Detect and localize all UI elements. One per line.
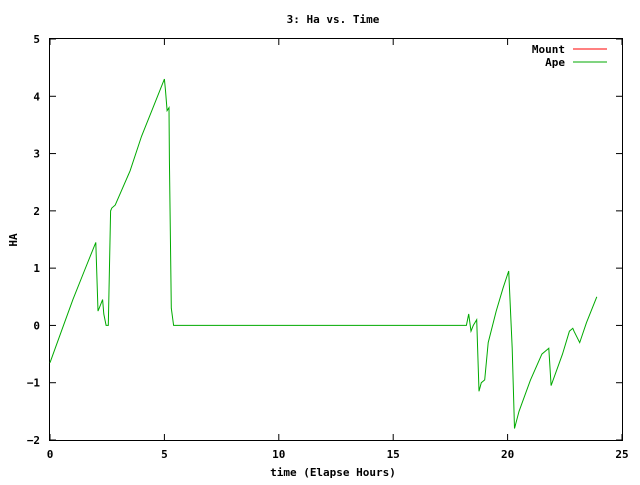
x-tick-label: 15 (387, 448, 400, 461)
legend-label: Mount (532, 43, 565, 56)
chart-title: 3: Ha vs. Time (287, 13, 380, 26)
y-axis-ticks: −2 −1 0 1 2 3 4 5 (27, 33, 622, 447)
x-tick-label: 0 (47, 448, 54, 461)
y-tick-label: 3 (33, 148, 40, 161)
plot-frame (49, 38, 623, 441)
x-axis-ticks: 0 5 10 15 20 25 (47, 39, 629, 461)
y-tick-label: 4 (33, 90, 40, 103)
y-axis-label: HA (7, 233, 20, 247)
y-tick-label: 5 (33, 33, 40, 46)
y-tick-label: −2 (27, 434, 40, 447)
legend-label: Ape (545, 56, 565, 69)
y-tick-label: 1 (33, 262, 40, 275)
y-tick-label: 2 (33, 205, 40, 218)
y-tick-label: −1 (27, 377, 41, 390)
x-axis-label: time (Elapse Hours) (270, 466, 396, 479)
x-tick-label: 20 (501, 448, 514, 461)
series-line-ape (49, 78, 598, 429)
x-tick-label: 25 (615, 448, 628, 461)
series-layer (49, 78, 598, 429)
x-tick-label: 10 (272, 448, 285, 461)
x-tick-label: 5 (161, 448, 168, 461)
y-tick-label: 0 (33, 319, 40, 332)
